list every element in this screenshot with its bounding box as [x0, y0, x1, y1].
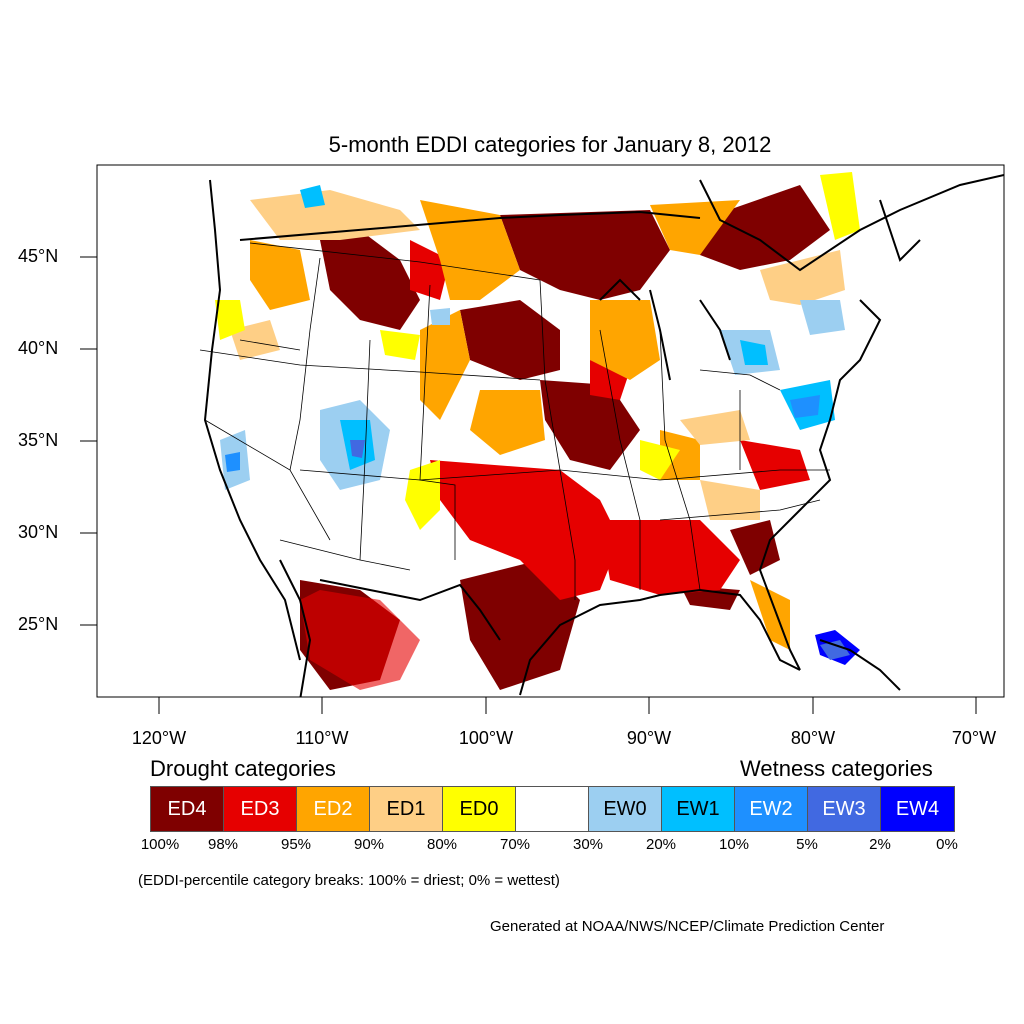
drought-heading: Drought categories	[150, 756, 336, 781]
legend-percentile-label: 95%	[280, 836, 312, 853]
credit-line: Generated at NOAA/NWS/NCEP/Climate Predi…	[490, 918, 885, 935]
lat-label-30: 30°N	[18, 522, 59, 542]
ed1-regions	[230, 190, 845, 520]
legend-swatch-neutral	[516, 787, 589, 831]
lon-label-70w: 70°W	[951, 728, 997, 748]
legend-percentile-label: 30%	[572, 836, 604, 853]
legend-percentile-label: 98%	[207, 836, 239, 853]
lat-label-25: 25°N	[18, 614, 59, 634]
state-boundaries	[199, 242, 830, 600]
legend-swatch-ew2: EW2	[735, 787, 808, 831]
legend-color-bar: ED4 ED3 ED2 ED1 ED0 EW0 EW1 EW2 EW3 EW4	[150, 786, 955, 832]
legend-swatch-ed2: ED2	[297, 787, 370, 831]
legend-percentile-label: 0%	[936, 836, 958, 853]
legend-swatch-ew3: EW3	[808, 787, 881, 831]
legend-percentile-label: 90%	[353, 836, 385, 853]
ed0-regions	[215, 172, 860, 530]
lat-label-35: 35°N	[18, 430, 59, 450]
lat-ticks	[80, 256, 97, 626]
lon-label-80w: 80°W	[790, 728, 836, 748]
legend-percentile-label: 80%	[426, 836, 458, 853]
coastlines	[203, 174, 1004, 697]
legend-swatch-ew4: EW4	[881, 787, 954, 831]
legend-percentile-label: 10%	[718, 836, 750, 853]
legend-swatch-ed1: ED1	[370, 787, 443, 831]
legend-percentile-label: 5%	[796, 836, 818, 853]
lat-label-45: 45°N	[18, 246, 59, 266]
wetness-heading: Wetness categories	[740, 756, 933, 781]
legend-swatch-ed3: ED3	[224, 787, 297, 831]
ed3-regions	[300, 240, 810, 690]
legend-percentile-label: 2%	[869, 836, 891, 853]
lon-ticks	[158, 697, 977, 714]
map-title: 5-month EDDI categories for January 8, 2…	[328, 132, 772, 157]
lat-label-40: 40°N	[18, 338, 59, 358]
wetness-regions	[220, 185, 860, 665]
map-frame	[96, 164, 1005, 698]
legend-percentile-label: 20%	[645, 836, 677, 853]
lon-label-90w: 90°W	[626, 728, 672, 748]
legend-percentile-label: 100%	[140, 836, 180, 853]
legend-swatch-ew1: EW1	[662, 787, 735, 831]
legend-swatch-ed0: ED0	[443, 787, 516, 831]
ed2-regions	[250, 200, 790, 650]
legend-percentile-label: 70%	[499, 836, 531, 853]
lon-label-120w: 120°W	[131, 728, 187, 748]
legend-swatch-ew0: EW0	[589, 787, 662, 831]
legend-note: (EDDI-percentile category breaks: 100% =…	[138, 872, 560, 889]
lon-label-100w: 100°W	[458, 728, 514, 748]
legend-swatch-ed4: ED4	[151, 787, 224, 831]
lon-label-110w: 110°W	[295, 728, 349, 748]
